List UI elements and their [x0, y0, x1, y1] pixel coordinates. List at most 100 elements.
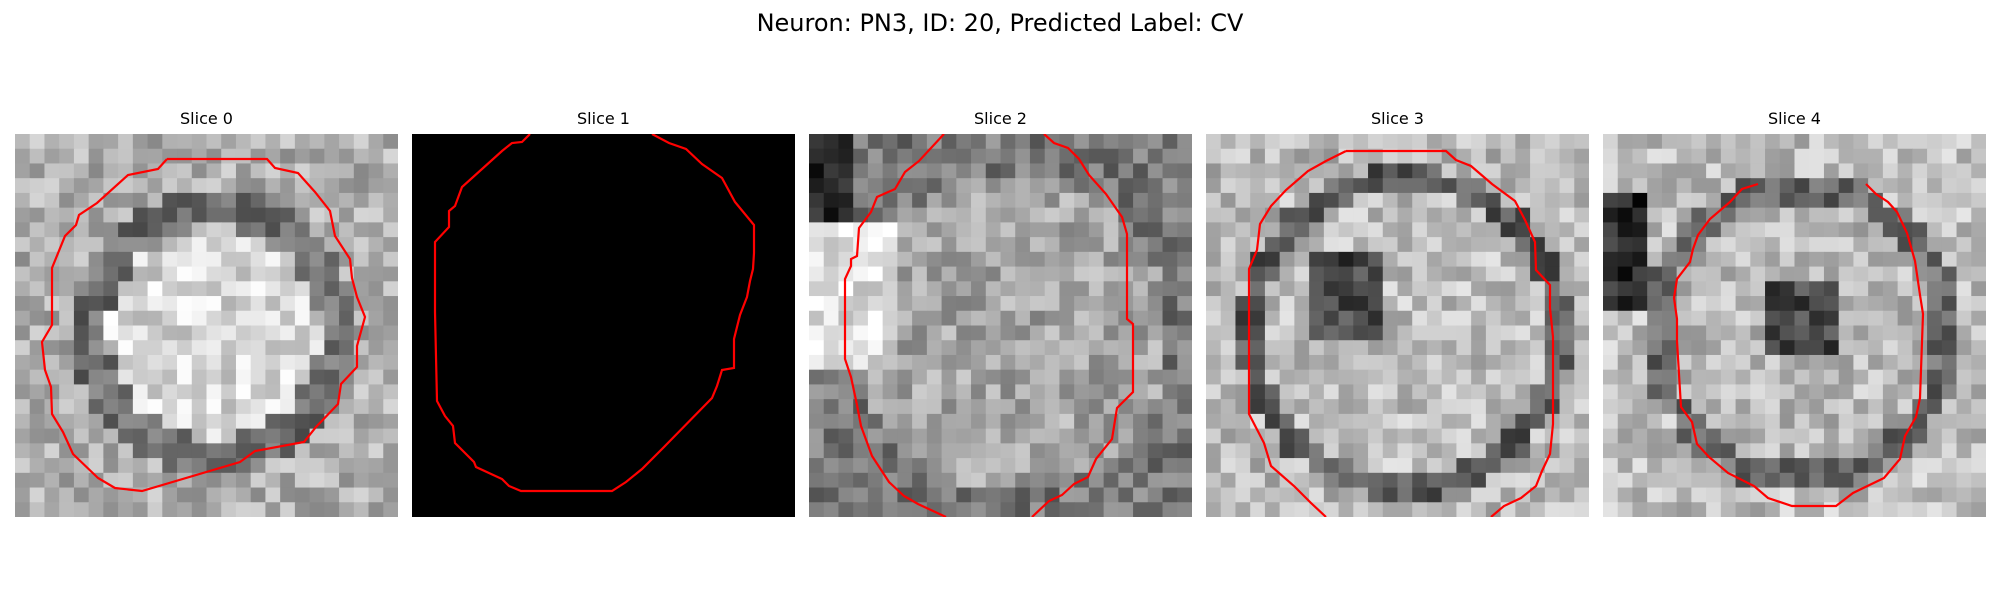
- slice-image-3: [1206, 134, 1589, 517]
- pixel: [1368, 340, 1384, 356]
- pixel: [265, 502, 281, 517]
- pixel: [1353, 428, 1369, 444]
- pixel: [1574, 192, 1589, 209]
- pixel: [250, 222, 266, 238]
- pixel: [1838, 369, 1854, 385]
- pixel: [1133, 178, 1149, 194]
- pixel: [1044, 325, 1060, 341]
- pixel: [1235, 428, 1251, 444]
- pixel: [1220, 399, 1236, 415]
- pixel: [1206, 340, 1222, 356]
- pixel: [1485, 399, 1502, 415]
- pixel: [926, 458, 943, 474]
- pixel: [1779, 472, 1795, 489]
- pixel: [1647, 472, 1663, 489]
- pixel: [59, 134, 75, 150]
- pixel: [294, 340, 311, 356]
- pixel: [1412, 354, 1428, 371]
- pixel: [1250, 134, 1266, 150]
- pixel: [1471, 178, 1487, 194]
- pixel: [280, 458, 296, 474]
- pixel: [1220, 354, 1236, 371]
- pixel: [912, 266, 928, 282]
- pixel: [1000, 134, 1016, 150]
- pixel: [309, 310, 325, 326]
- pixel: [162, 369, 178, 385]
- pixel: [1603, 222, 1619, 238]
- pixel: [1353, 192, 1369, 209]
- pixel: [132, 325, 149, 341]
- pixel: [15, 354, 31, 371]
- pixel: [1088, 296, 1105, 312]
- pixel: [1661, 237, 1678, 253]
- pixel: [1603, 178, 1619, 194]
- pixel: [1927, 148, 1943, 164]
- pixel: [1632, 251, 1648, 268]
- pixel: [1147, 266, 1164, 282]
- pixel: [383, 310, 398, 326]
- contour-line-4: [1672, 182, 1925, 508]
- pixel: [1103, 266, 1119, 282]
- pixel: [912, 192, 928, 209]
- pixel: [1279, 399, 1295, 415]
- pixel: [1779, 458, 1795, 474]
- pixel: [191, 163, 207, 179]
- pixel: [1147, 354, 1164, 371]
- pixel: [88, 502, 104, 517]
- pixel: [250, 472, 266, 489]
- pixel: [823, 413, 839, 430]
- pixel: [1882, 178, 1899, 194]
- pixel: [1279, 134, 1295, 150]
- pixel: [1735, 384, 1751, 400]
- pixel: [1147, 443, 1164, 459]
- pixel: [15, 428, 31, 444]
- pixel: [1779, 428, 1795, 444]
- pixel: [1559, 428, 1575, 444]
- pixel: [1412, 251, 1428, 268]
- pixel: [853, 443, 869, 459]
- pixel: [221, 428, 237, 444]
- pixel: [1515, 413, 1531, 430]
- pixel: [1676, 134, 1692, 150]
- pixel: [985, 163, 1001, 179]
- pixel: [118, 502, 134, 517]
- pixel: [1485, 369, 1502, 385]
- pixel: [897, 281, 913, 297]
- pixel: [1029, 458, 1046, 474]
- pixel: [838, 148, 854, 164]
- pixel: [1103, 399, 1119, 415]
- pixel: [867, 310, 884, 326]
- pixel: [1382, 399, 1398, 415]
- pixel: [1809, 281, 1825, 297]
- pixel: [1838, 296, 1854, 312]
- pixel: [250, 354, 266, 371]
- pixel: [235, 296, 252, 312]
- pixel: [1676, 148, 1692, 164]
- pixel: [1074, 502, 1090, 517]
- pixel: [838, 384, 854, 400]
- pixel: [1074, 413, 1090, 430]
- pixel: [956, 163, 972, 179]
- pixel: [162, 443, 178, 459]
- pixel: [912, 325, 928, 341]
- pixel: [882, 369, 898, 385]
- pixel: [1456, 296, 1472, 312]
- pixel: [1397, 310, 1413, 326]
- pixel: [383, 384, 398, 400]
- pixel: [1177, 207, 1192, 223]
- pixel: [1206, 502, 1222, 517]
- pixel: [1897, 192, 1913, 209]
- pixel: [132, 281, 149, 297]
- pixel: [1323, 458, 1340, 474]
- pixel: [1661, 266, 1678, 282]
- pixel: [1397, 502, 1413, 517]
- pixel: [280, 502, 296, 517]
- pixel: [1074, 148, 1090, 164]
- pixel: [265, 399, 281, 415]
- pixel: [1323, 325, 1340, 341]
- pixel: [29, 237, 45, 253]
- pixel: [1294, 237, 1310, 253]
- pixel: [59, 148, 75, 164]
- pixel: [1765, 281, 1781, 297]
- pixel: [1250, 354, 1266, 371]
